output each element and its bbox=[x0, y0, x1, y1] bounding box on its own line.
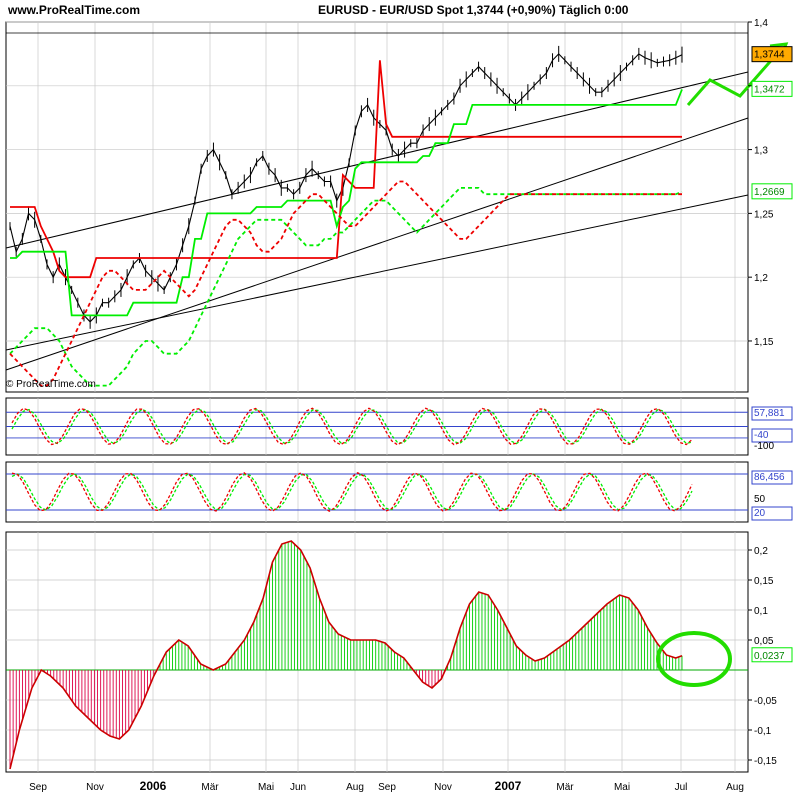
y-tick-label: 1,25 bbox=[754, 209, 774, 220]
osc-badge bbox=[751, 406, 793, 421]
y-tick-label: 0,1 bbox=[754, 606, 768, 617]
panel-frame-osc2 bbox=[5, 461, 749, 523]
hist-badge-label: 0,0237 bbox=[754, 651, 785, 662]
series-ma-red bbox=[9, 180, 682, 387]
x-tick-label: Mai bbox=[614, 782, 630, 793]
oscillator-panel-2 bbox=[6, 472, 748, 512]
histogram-panel bbox=[6, 540, 748, 770]
forecast-arrow bbox=[686, 47, 784, 106]
osc-line-red bbox=[11, 407, 693, 446]
y-tick-label: 0,15 bbox=[754, 576, 774, 587]
y-tick-label: 0,05 bbox=[754, 636, 774, 647]
osc-badge bbox=[751, 470, 793, 485]
axes: Sep Nov 2006 Mär Mai Jun Aug Sep Nov 2007 Mär Mai Ju… bbox=[29, 18, 793, 793]
osc-badge-label: -40 bbox=[754, 430, 769, 441]
series-close bbox=[9, 53, 683, 323]
price-badge bbox=[751, 183, 793, 200]
x-tick-label: Aug bbox=[346, 782, 364, 793]
x-tick-label: Aug bbox=[726, 782, 744, 793]
osc-badge-label: 57,881 bbox=[754, 408, 785, 419]
y-tick-label: 1,2 bbox=[754, 273, 768, 284]
y-tick-label: 1,15 bbox=[754, 337, 774, 348]
osc-badge-label: 20 bbox=[754, 508, 766, 519]
osc-badge-label: 50 bbox=[754, 494, 766, 505]
channel-lower bbox=[5, 117, 749, 371]
price-badge bbox=[751, 80, 793, 97]
series-ma-green bbox=[9, 187, 683, 387]
x-tick-label: Sep bbox=[378, 782, 396, 793]
y-tick-label: -0,1 bbox=[754, 726, 772, 737]
x-tick-label: Nov bbox=[434, 782, 452, 793]
price-badge-label: 1,2669 bbox=[754, 187, 785, 198]
price-panel bbox=[5, 32, 789, 387]
osc-badge-label: 86,456 bbox=[754, 472, 785, 483]
osc-badge bbox=[751, 428, 793, 443]
panel-frames bbox=[5, 21, 749, 773]
price-badge bbox=[751, 46, 793, 63]
series-support bbox=[10, 89, 683, 317]
x-tick-label: 2006 bbox=[140, 779, 167, 793]
x-tick-label: Nov bbox=[86, 782, 104, 793]
x-tick-label: Mai bbox=[258, 782, 274, 793]
x-tick-label: Sep bbox=[29, 782, 47, 793]
oscillator-panel-1 bbox=[6, 407, 748, 446]
osc-line-green bbox=[11, 408, 693, 445]
chart-header: www.ProRealTime.com EURUSD - EUR/USD Spo… bbox=[0, 0, 800, 20]
hist-badge bbox=[751, 647, 793, 663]
price-badge-label: 1,3744 bbox=[754, 50, 785, 61]
y-tick-label: 1,3 bbox=[754, 146, 768, 157]
x-tick-label: Mär bbox=[201, 782, 219, 793]
panel-frame-hist bbox=[5, 531, 749, 773]
y-tick-label: -0,15 bbox=[754, 756, 777, 767]
x-tick-label: Jul bbox=[675, 782, 688, 793]
highlight-circle bbox=[656, 631, 732, 687]
series-resistance bbox=[10, 60, 682, 279]
x-tick-label: 2007 bbox=[495, 779, 522, 793]
site-name: www.ProRealTime.com bbox=[8, 3, 141, 17]
y-tick-label: -0,05 bbox=[754, 696, 777, 707]
watermark: © ProRealTime.com bbox=[6, 379, 96, 390]
channel-base bbox=[5, 194, 749, 351]
chart-title: EURUSD - EUR/USD Spot 1,3744 (+0,90%) Tä… bbox=[318, 3, 629, 17]
price-badge-label: 1,3472 bbox=[754, 84, 785, 95]
channel-upper bbox=[5, 71, 749, 249]
osc-line-red bbox=[11, 472, 693, 512]
y-tick-label: 0,2 bbox=[754, 546, 768, 557]
y-tick-label: 1,4 bbox=[754, 18, 768, 29]
osc-line-green bbox=[11, 473, 693, 511]
grid-lines bbox=[6, 21, 748, 772]
x-tick-label: Jun bbox=[290, 782, 306, 793]
histogram-line bbox=[9, 540, 683, 770]
x-tick-label: Mär bbox=[556, 782, 574, 793]
osc-badge-label: -100 bbox=[754, 441, 774, 452]
osc-badge bbox=[751, 506, 793, 521]
panel-frame-price bbox=[5, 21, 749, 393]
